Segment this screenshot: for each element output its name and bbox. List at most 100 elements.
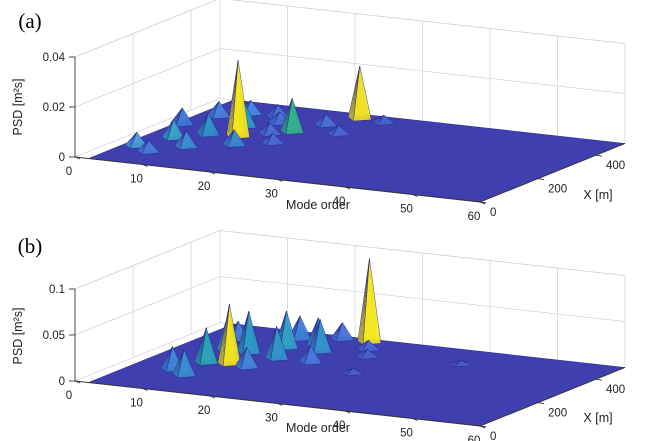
surface-peak-side xyxy=(266,132,285,146)
mesh-line xyxy=(228,60,239,137)
mesh-line xyxy=(359,349,368,359)
surface-peak-side xyxy=(175,107,195,127)
y-tick xyxy=(595,154,603,157)
mesh-line xyxy=(126,132,137,146)
mesh-line xyxy=(327,125,339,134)
mesh-line xyxy=(345,368,354,376)
x-tick-label: 50 xyxy=(400,428,413,440)
y-axis-line xyxy=(479,367,626,427)
mesh-line xyxy=(137,140,149,152)
y-tick xyxy=(537,178,545,181)
mesh-line xyxy=(360,340,369,352)
surface-peak-side xyxy=(303,345,323,366)
x-tick-label: 40 xyxy=(333,420,346,432)
mesh-line xyxy=(196,327,207,364)
mesh-line xyxy=(309,317,319,347)
mesh-line xyxy=(223,129,235,145)
surface-peak-side xyxy=(335,322,355,342)
z-tick-label: 0.05 xyxy=(43,330,65,342)
mesh-line xyxy=(163,346,173,371)
x-axis-label: Mode order xyxy=(286,421,350,435)
x-tick-label: 0 xyxy=(66,390,72,402)
mesh-line xyxy=(162,119,174,138)
panel-a: (a) 0 10 20 30 40 50 60 0 200 400 0 0.02 0.04 Mode ord… xyxy=(11,0,626,223)
mesh-line xyxy=(138,140,149,153)
mesh-line xyxy=(129,132,137,148)
surface-peak-side xyxy=(179,130,198,150)
surface-peak-side xyxy=(231,60,250,140)
mesh-line xyxy=(343,368,353,374)
mesh-line xyxy=(226,129,235,147)
mesh-line xyxy=(271,111,280,125)
surface-peaks xyxy=(124,60,396,155)
mesh-line xyxy=(221,304,230,366)
x-tick xyxy=(209,171,216,175)
surface-peak-side xyxy=(361,339,381,353)
mesh-line xyxy=(300,345,311,363)
mesh-line xyxy=(267,326,277,359)
gridline xyxy=(74,0,218,58)
mesh-line xyxy=(359,340,369,351)
x-tick xyxy=(142,164,148,167)
gridline xyxy=(74,230,221,290)
mesh-line xyxy=(358,258,370,342)
mesh-line xyxy=(162,346,173,370)
x-tick-label: 60 xyxy=(468,211,481,223)
gridline xyxy=(74,276,626,336)
mesh-line xyxy=(342,368,353,373)
mesh-line xyxy=(268,326,277,360)
mesh-line xyxy=(451,360,462,365)
mesh-line xyxy=(262,122,271,136)
surface-peak-side xyxy=(212,100,231,120)
mesh-line xyxy=(264,133,273,145)
mesh-line xyxy=(177,130,187,149)
mesh-line xyxy=(312,319,321,354)
mesh-line xyxy=(173,349,185,375)
mesh-line xyxy=(452,360,462,366)
z-tick-label: 0 xyxy=(59,376,65,388)
surface-peak-side xyxy=(240,346,259,371)
x-tick-label: 0 xyxy=(66,166,72,178)
mesh-line xyxy=(307,317,319,345)
x-tick xyxy=(344,410,351,414)
mesh-line xyxy=(261,122,271,136)
mesh-line xyxy=(227,60,239,136)
surface-peak-side xyxy=(360,349,380,360)
mesh-line xyxy=(175,349,185,377)
mesh-line xyxy=(331,322,343,339)
x-tick xyxy=(142,388,148,391)
mesh-line xyxy=(352,65,360,121)
x-tick xyxy=(209,395,216,399)
mesh-line xyxy=(450,360,462,364)
mesh-line xyxy=(218,304,230,364)
y-tick-label: 400 xyxy=(606,160,625,172)
mesh-line xyxy=(302,345,311,365)
x-tick xyxy=(277,179,283,182)
mesh-line xyxy=(197,327,207,364)
surface-peak-side xyxy=(331,124,351,137)
surface-peak-side xyxy=(242,311,261,356)
mesh-line xyxy=(195,327,207,363)
mesh-line xyxy=(211,101,220,119)
mesh-line xyxy=(328,125,339,135)
mesh-line xyxy=(359,258,370,343)
surface-peaks xyxy=(160,258,473,379)
z-tick-label: 0 xyxy=(59,152,65,164)
mesh-line xyxy=(239,346,247,370)
y-axis-label: X [m] xyxy=(583,188,612,202)
mesh-line xyxy=(351,65,360,120)
surface-peak-side xyxy=(313,318,332,355)
mesh-line xyxy=(229,60,239,138)
panel-b: (b) 0 10 20 30 40 50 60 0 200 400 0 0.05 0.1 Mode orde… xyxy=(11,230,626,441)
mesh-line xyxy=(241,311,249,355)
mesh-line xyxy=(198,113,209,135)
mesh-line xyxy=(309,319,321,352)
mesh-line xyxy=(281,98,293,132)
mesh-line xyxy=(176,349,185,378)
mesh-line xyxy=(453,360,462,367)
x-tick xyxy=(74,380,81,384)
mesh-line xyxy=(178,130,187,149)
surface-peak-side xyxy=(377,114,396,126)
x-tick xyxy=(74,156,81,160)
mesh-line xyxy=(265,133,273,146)
